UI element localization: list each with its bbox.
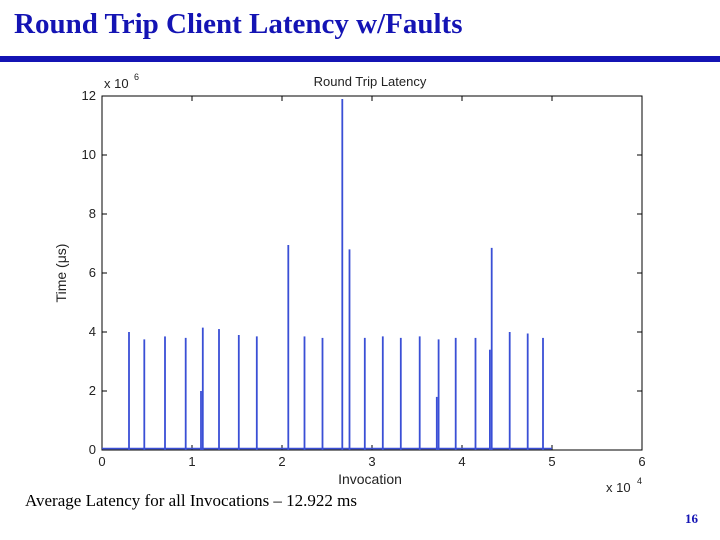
chart-svg: Round Trip Latency Invocation Time (μs) … [53, 72, 646, 495]
x-tick-label: 4 [458, 454, 465, 469]
y-ticks: 0 2 4 6 8 10 12 [82, 88, 642, 457]
x-axis-label: Invocation [338, 471, 402, 487]
y-tick-label: 12 [82, 88, 96, 103]
latency-chart: Round Trip Latency Invocation Time (μs) … [50, 68, 670, 498]
y-tick-label: 4 [89, 324, 96, 339]
title-divider [0, 56, 720, 62]
x-ticks: 0 1 2 3 4 5 6 [98, 96, 646, 469]
y-tick-label: 10 [82, 147, 96, 162]
data-marks [102, 98, 552, 450]
y-tick-label: 6 [89, 265, 96, 280]
chart-title: Round Trip Latency [314, 74, 427, 89]
y-tick-label: 8 [89, 206, 96, 221]
x-tick-label: 0 [98, 454, 105, 469]
page-number: 16 [685, 511, 698, 526]
x-tick-label: 5 [548, 454, 555, 469]
x-tick-label: 6 [638, 454, 645, 469]
x-multiplier-exponent: 4 [637, 476, 642, 486]
y-multiplier: x 10 [104, 76, 129, 91]
x-tick-label: 3 [368, 454, 375, 469]
y-axis-label: Time (μs) [53, 244, 69, 303]
slide-title: Round Trip Client Latency w/Faults [14, 8, 463, 40]
y-tick-label: 2 [89, 383, 96, 398]
y-tick-label: 0 [89, 442, 96, 457]
x-tick-label: 2 [278, 454, 285, 469]
plot-area [101, 95, 643, 451]
x-tick-label: 1 [188, 454, 195, 469]
x-multiplier: x 10 [606, 480, 631, 495]
average-latency-note: Average Latency for all Invocations – 12… [25, 491, 358, 510]
y-multiplier-exponent: 6 [134, 72, 139, 82]
